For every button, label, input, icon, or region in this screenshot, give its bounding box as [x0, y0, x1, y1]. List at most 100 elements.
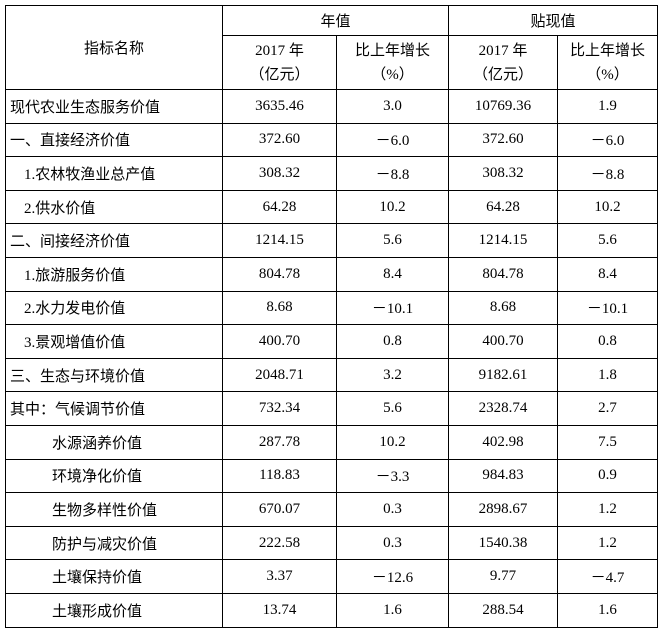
cell: 222.58	[222, 525, 337, 561]
table-row: 其中：气候调节价值 732.34 5.6 2328.74 2.7	[5, 391, 658, 426]
row-label: 土壤形成价值	[5, 592, 223, 628]
cell: －6.0	[336, 122, 449, 158]
sub-header-line: 2017 年	[478, 42, 528, 59]
cell: 8.68	[222, 290, 337, 326]
cell: 400.70	[222, 324, 337, 359]
row-label: 一、直接经济价值	[5, 122, 223, 158]
cell: 10.2	[336, 424, 449, 460]
row-label: 其中：气候调节价值	[5, 391, 223, 426]
cell: 8.4	[557, 256, 658, 292]
table-row: 2.供水价值 64.28 10.2 64.28 10.2	[5, 189, 658, 225]
row-label: 环境净化价值	[5, 458, 223, 494]
cell: 8.4	[336, 256, 449, 292]
cell: －6.0	[557, 122, 658, 158]
table-row: 防护与减灾价值 222.58 0.3 1540.38 1.2	[5, 525, 658, 561]
cell: 0.3	[336, 492, 449, 527]
table-row: 二、间接经济价值 1214.15 5.6 1214.15 5.6	[5, 223, 658, 258]
cell: 804.78	[448, 256, 558, 292]
cell: 8.68	[448, 290, 558, 326]
row-label: 二、间接经济价值	[5, 223, 223, 258]
cell: 13.74	[222, 592, 337, 628]
cell: 804.78	[222, 256, 337, 292]
row-label: 水源涵养价值	[5, 424, 223, 460]
data-table: 指标名称 年值 贴现值 2017 年 （亿元） 比上年增长 （%） 2017 年 （亿元）…	[5, 5, 658, 628]
table-row: 3.景观增值价值 400.70 0.8 400.70 0.8	[5, 324, 658, 359]
cell: 7.5	[557, 424, 658, 460]
row-label: 土壤保持价值	[5, 559, 223, 594]
cell: 308.32	[448, 156, 558, 191]
cell: 287.78	[222, 424, 337, 460]
cell: 64.28	[222, 189, 337, 225]
cell: 0.8	[336, 324, 449, 359]
cell: 1540.38	[448, 525, 558, 561]
cell: 732.34	[222, 391, 337, 426]
sub-header-line: （%）	[586, 66, 629, 83]
cell: 2.7	[557, 391, 658, 426]
row-label: 1.农林牧渔业总产值	[5, 156, 223, 191]
table-row: 水源涵养价值 287.78 10.2 402.98 7.5	[5, 424, 658, 460]
cell: 288.54	[448, 592, 558, 628]
table-row: 现代农业生态服务价值 3635.46 3.0 10769.36 1.9	[5, 89, 658, 124]
cell: 670.07	[222, 492, 337, 527]
cell: 1.8	[557, 357, 658, 393]
sub-header-line: 2017 年	[255, 42, 304, 59]
row-label: 现代农业生态服务价值	[5, 89, 223, 124]
cell: 1.9	[557, 89, 658, 124]
cell: 1.2	[557, 525, 658, 561]
cell: 10.2	[336, 189, 449, 225]
cell: 5.6	[336, 391, 449, 426]
sub-header-line: （%）	[371, 66, 414, 83]
cell: 0.9	[557, 458, 658, 494]
cell: －4.7	[557, 559, 658, 594]
cell: 2328.74	[448, 391, 558, 426]
cell: 1.6	[336, 592, 449, 628]
row-label: 1.旅游服务价值	[5, 256, 223, 292]
cell: －8.8	[557, 156, 658, 191]
sub-header: 比上年增长 （%）	[336, 35, 449, 90]
cell: －10.1	[557, 290, 658, 326]
sub-header-line: （亿元）	[472, 66, 533, 83]
cell: 10.2	[557, 189, 658, 225]
cell: －10.1	[336, 290, 449, 326]
cell: 9.77	[448, 559, 558, 594]
cell: 0.8	[557, 324, 658, 359]
cell: 402.98	[448, 424, 558, 460]
cell: 3.37	[222, 559, 337, 594]
cell: 5.6	[557, 223, 658, 258]
cell: 400.70	[448, 324, 558, 359]
cell: 10769.36	[448, 89, 558, 124]
cell: 1.6	[557, 592, 658, 628]
cell: 1214.15	[222, 223, 337, 258]
header-name: 指标名称	[5, 5, 223, 90]
cell: 372.60	[222, 122, 337, 158]
row-label: 三、生态与环境价值	[5, 357, 223, 393]
cell: 3.0	[336, 89, 449, 124]
cell: 64.28	[448, 189, 558, 225]
row-label: 生物多样性价值	[5, 492, 223, 527]
group-header: 年值	[222, 5, 449, 36]
table-row: 环境净化价值 118.83 －3.3 984.83 0.9	[5, 458, 658, 494]
sub-header: 2017 年 （亿元）	[222, 35, 337, 90]
sub-header-line: 比上年增长	[569, 42, 645, 59]
cell: 9182.61	[448, 357, 558, 393]
cell: －3.3	[336, 458, 449, 494]
group-header: 贴现值	[448, 5, 658, 36]
cell: 5.6	[336, 223, 449, 258]
row-label: 防护与减灾价值	[5, 525, 223, 561]
row-label: 3.景观增值价值	[5, 324, 223, 359]
cell: 1214.15	[448, 223, 558, 258]
table-row: 土壤保持价值 3.37 －12.6 9.77 －4.7	[5, 559, 658, 594]
table-row: 2.水力发电价值 8.68 －10.1 8.68 －10.1	[5, 290, 658, 326]
table-row: 三、生态与环境价值 2048.71 3.2 9182.61 1.8	[5, 357, 658, 393]
cell: 1.2	[557, 492, 658, 527]
cell: 3635.46	[222, 89, 337, 124]
table-row: 1.农林牧渔业总产值 308.32 －8.8 308.32 －8.8	[5, 156, 658, 191]
cell: 2048.71	[222, 357, 337, 393]
cell: 308.32	[222, 156, 337, 191]
cell: 984.83	[448, 458, 558, 494]
cell: 0.3	[336, 525, 449, 561]
table-row: 生物多样性价值 670.07 0.3 2898.67 1.2	[5, 492, 658, 527]
row-label: 2.水力发电价值	[5, 290, 223, 326]
sub-header-line: （亿元）	[249, 66, 310, 83]
